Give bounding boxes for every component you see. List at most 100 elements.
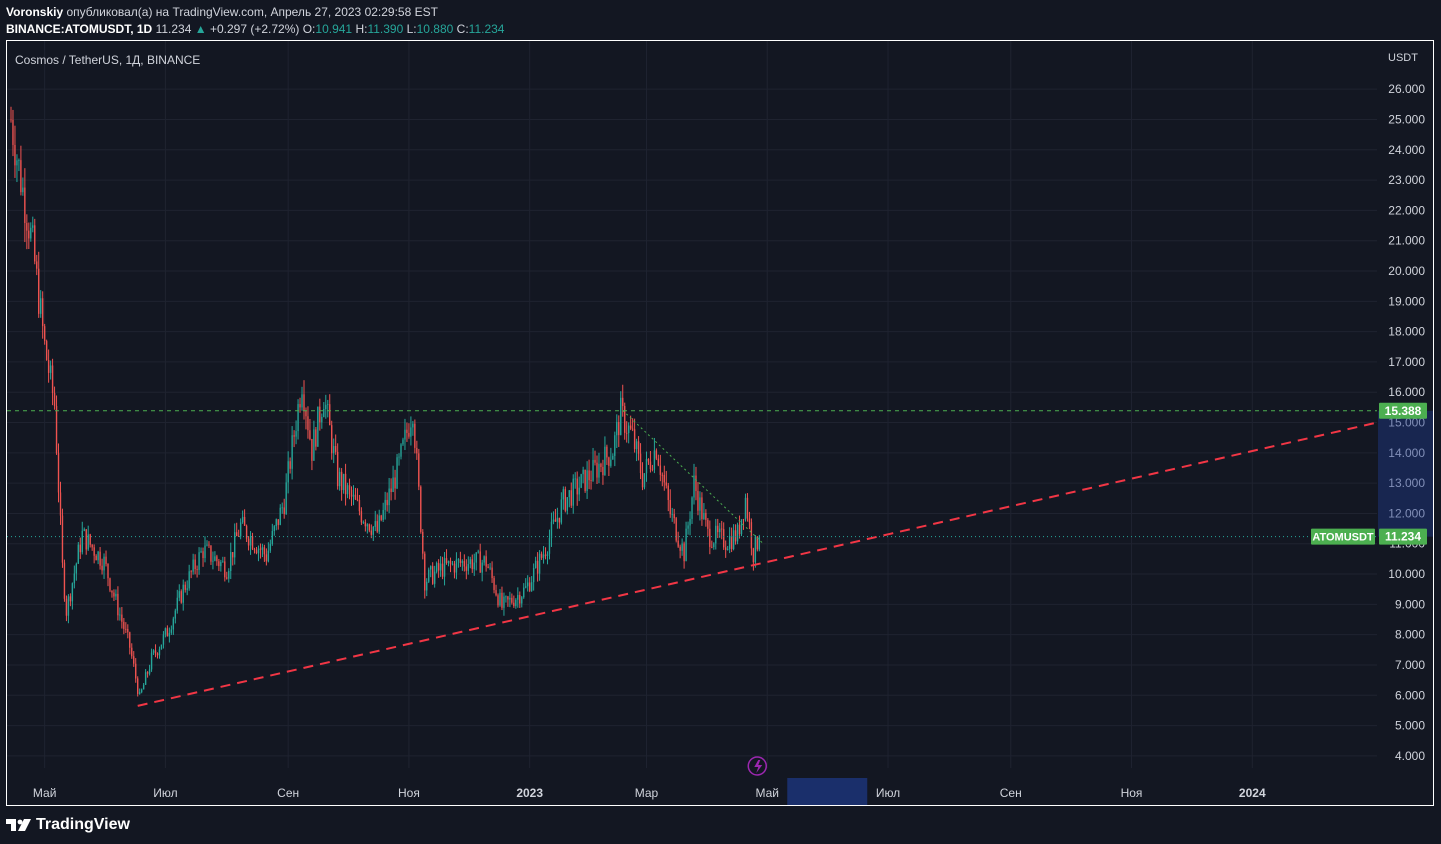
candle-body: [73, 573, 76, 584]
candle-body: [45, 341, 48, 361]
candle-body: [730, 536, 733, 550]
candles: [10, 106, 761, 697]
time-tick-label: 2023: [516, 786, 543, 800]
candle-body: [703, 513, 705, 520]
candle-body: [633, 429, 636, 450]
candle-body: [479, 551, 481, 573]
drawings: [7, 410, 1378, 707]
resistance-trendline: [622, 410, 764, 545]
candle-body: [216, 556, 218, 562]
candle-body: [485, 556, 487, 567]
candle-body: [645, 459, 648, 474]
price-tick-label: 24.000: [1388, 143, 1425, 157]
candle-body: [16, 160, 18, 166]
candle-body: [495, 590, 497, 596]
candle-body: [321, 416, 323, 423]
candle-body: [342, 473, 345, 491]
candle-body: [160, 644, 163, 650]
candle-body: [331, 425, 333, 454]
candle-body: [309, 430, 311, 440]
candle-body: [299, 404, 301, 408]
candle-body: [265, 554, 268, 562]
candle-body: [560, 499, 563, 523]
candle-body: [418, 453, 420, 487]
candle-body: [97, 551, 99, 561]
candle-body: [18, 160, 20, 161]
candle-body: [451, 563, 454, 565]
price-tick-label: 17.000: [1388, 355, 1425, 369]
candle-body: [728, 536, 731, 549]
candle-body: [546, 553, 549, 556]
candle-body: [237, 536, 240, 537]
candle-body: [204, 545, 206, 559]
candle-body: [554, 519, 557, 522]
candle-body: [301, 394, 303, 408]
candle-body: [267, 550, 270, 562]
candle-body: [135, 663, 137, 679]
candle-body: [382, 509, 384, 520]
candle-body: [530, 582, 533, 591]
candle-body: [540, 553, 543, 558]
time-tick-label: Ноя: [1121, 786, 1143, 800]
time-axis[interactable]: Май Июл Сен Ноя 2023 Мар Май Июл Сен Ноя 2024: [33, 756, 1266, 805]
candle-body: [81, 530, 83, 553]
price-chart[interactable]: 4.0005.0006.0007.0008.0009.00010.00011.0…: [7, 41, 1433, 805]
author-name[interactable]: Voronskiy: [6, 5, 64, 19]
candle-body: [172, 618, 175, 630]
price-tick-label: 26.000: [1388, 82, 1425, 96]
candle-body: [47, 360, 50, 373]
time-tick-label: Июл: [876, 786, 900, 800]
candle-body: [691, 497, 693, 519]
candle-body: [91, 544, 93, 548]
candle-body: [499, 592, 501, 606]
time-range-highlight: [787, 778, 868, 805]
candle-body: [53, 392, 56, 406]
candle-body: [125, 628, 127, 630]
grid: [7, 41, 1377, 768]
candle-body: [673, 514, 675, 519]
candle-body: [394, 477, 396, 489]
candle-body: [449, 560, 452, 565]
lightning-event-icon[interactable]: [747, 756, 768, 776]
candle-body: [182, 584, 184, 603]
candle-body: [111, 590, 113, 593]
candle-body: [487, 566, 489, 568]
candle-body: [651, 469, 654, 470]
publication-info: опубликовал(а) на TradingView.com, Апрел…: [66, 5, 438, 19]
candle-body: [327, 404, 329, 406]
candle-body: [144, 672, 147, 685]
candle-body: [198, 552, 200, 570]
candle-body: [55, 405, 58, 454]
candle-body: [257, 548, 260, 554]
candle-body: [105, 556, 107, 564]
close-value: 11.234: [468, 22, 505, 36]
candle-body: [32, 225, 34, 228]
candle-body: [588, 470, 590, 481]
candle-body: [604, 446, 606, 476]
price-tick-label: 18.000: [1388, 325, 1425, 339]
candle-body: [616, 421, 618, 436]
candle-body: [162, 634, 165, 645]
candle-body: [154, 650, 157, 654]
candle-body: [123, 621, 125, 629]
candle-body: [414, 423, 416, 448]
candle-body: [594, 459, 596, 463]
candle-body: [497, 595, 499, 606]
candle-body: [586, 470, 588, 491]
candle-body: [608, 457, 610, 466]
candle-body: [40, 298, 42, 314]
price-range-highlight: [1378, 410, 1433, 537]
candle-body: [732, 530, 735, 550]
time-tick-label: Сен: [1000, 786, 1022, 800]
candle-body: [77, 544, 80, 564]
candle-body: [390, 488, 392, 493]
price-tick-label: 19.000: [1388, 294, 1425, 308]
candle-body: [14, 144, 16, 166]
candle-body: [461, 561, 464, 563]
candle-body: [150, 652, 153, 670]
price-tick-label: 5.000: [1395, 719, 1425, 733]
candle-body: [241, 516, 244, 523]
chart-header: Voronskiy опубликовал(а) на TradingView.…: [6, 4, 504, 38]
price-axis[interactable]: 4.0005.0006.0007.0008.0009.00010.00011.0…: [1311, 52, 1433, 763]
tradingview-logo[interactable]: TradingView: [6, 816, 130, 834]
